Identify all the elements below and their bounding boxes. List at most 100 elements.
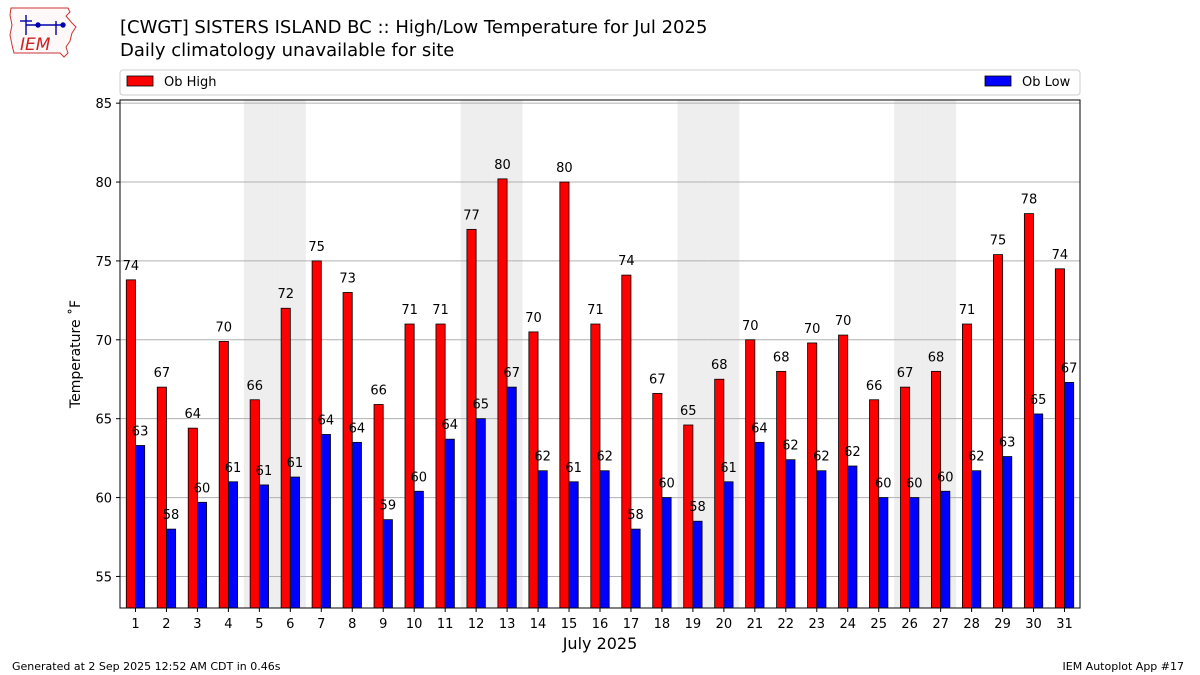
bar-low-16 xyxy=(599,470,610,609)
x-tick-label-3: 3 xyxy=(193,617,201,632)
x-tick-label-30: 30 xyxy=(1025,617,1042,632)
x-tick-label-11: 11 xyxy=(437,617,454,632)
data-label-high-9: 66 xyxy=(370,383,387,398)
bar-high-27 xyxy=(931,370,942,609)
data-label-high-1: 74 xyxy=(123,259,140,274)
data-label-low-22: 62 xyxy=(782,439,799,454)
data-label-high-18: 67 xyxy=(649,372,666,387)
bar-high-5 xyxy=(249,399,260,609)
data-label-low-9: 59 xyxy=(380,499,397,514)
bar-high-3 xyxy=(187,427,198,609)
bar-low-24 xyxy=(847,465,858,609)
bar-high-28 xyxy=(962,323,973,609)
data-label-high-24: 70 xyxy=(835,314,852,329)
bar-high-31 xyxy=(1054,268,1065,609)
bar-low-31 xyxy=(1064,381,1075,609)
data-label-low-7: 64 xyxy=(318,413,335,428)
bar-low-12 xyxy=(475,418,486,609)
data-label-low-1: 63 xyxy=(132,425,149,440)
x-tick-label-12: 12 xyxy=(468,617,485,632)
data-label-high-2: 67 xyxy=(154,366,171,381)
x-tick-label-25: 25 xyxy=(870,617,887,632)
data-label-low-20: 61 xyxy=(720,461,737,476)
x-tick-label-2: 2 xyxy=(162,617,170,632)
data-label-low-21: 64 xyxy=(751,421,768,436)
data-label-high-12: 77 xyxy=(463,208,480,223)
bar-low-27 xyxy=(940,490,951,609)
data-label-low-5: 61 xyxy=(256,464,273,479)
x-tick-label-24: 24 xyxy=(839,617,856,632)
data-label-low-17: 58 xyxy=(627,508,644,523)
y-tick-label-75: 75 xyxy=(95,255,112,270)
data-label-high-21: 70 xyxy=(742,319,759,334)
data-label-low-27: 60 xyxy=(937,470,954,485)
x-tick-label-27: 27 xyxy=(932,617,949,632)
x-tick-label-31: 31 xyxy=(1056,617,1073,632)
bar-high-11 xyxy=(435,323,446,609)
bar-high-13 xyxy=(497,178,508,609)
data-label-high-17: 74 xyxy=(618,254,635,269)
bar-low-5 xyxy=(258,484,269,609)
data-label-low-14: 62 xyxy=(534,450,551,465)
bar-low-26 xyxy=(909,497,920,609)
bar-low-6 xyxy=(289,476,300,609)
bar-low-15 xyxy=(568,481,579,609)
x-tick-label-21: 21 xyxy=(747,617,764,632)
data-label-low-11: 64 xyxy=(441,418,458,433)
bar-high-2 xyxy=(156,386,167,609)
weekend-bands xyxy=(243,100,957,608)
bar-high-23 xyxy=(807,342,818,609)
y-axis: 55 60 65 70 75 80 85 xyxy=(95,97,120,585)
legend-swatch-low xyxy=(984,75,1012,87)
legend: Ob High Ob Low xyxy=(119,69,1081,96)
data-label-high-23: 70 xyxy=(804,322,821,337)
bar-low-8 xyxy=(351,441,362,609)
data-label-low-28: 62 xyxy=(968,450,985,465)
chart-subtitle: Daily climatology unavailable for site xyxy=(120,40,455,61)
x-tick-label-1: 1 xyxy=(131,617,139,632)
footer-generated: Generated at 2 Sep 2025 12:52 AM CDT in … xyxy=(12,660,281,673)
bar-low-17 xyxy=(630,528,641,609)
x-tick-label-6: 6 xyxy=(286,617,294,632)
bar-high-26 xyxy=(900,386,911,609)
data-label-high-28: 71 xyxy=(959,303,976,318)
bar-low-13 xyxy=(506,386,517,609)
bar-high-29 xyxy=(992,254,1003,609)
bar-low-21 xyxy=(754,441,765,609)
bar-high-10 xyxy=(404,323,415,609)
bar-high-17 xyxy=(621,274,632,609)
data-label-low-3: 60 xyxy=(194,481,211,496)
bar-low-29 xyxy=(1002,456,1013,609)
bar-high-15 xyxy=(559,181,570,609)
data-label-high-10: 71 xyxy=(401,303,418,318)
data-label-high-19: 65 xyxy=(680,404,697,419)
data-label-high-22: 68 xyxy=(773,350,790,365)
x-tick-label-19: 19 xyxy=(685,617,702,632)
x-tick-label-15: 15 xyxy=(561,617,578,632)
chart-title: [CWGT] SISTERS ISLAND BC :: High/Low Tem… xyxy=(120,17,708,38)
bar-low-11 xyxy=(444,438,455,609)
x-tick-label-29: 29 xyxy=(994,617,1011,632)
bar-low-3 xyxy=(197,501,208,609)
data-label-high-16: 71 xyxy=(587,303,604,318)
logo-text: IEM xyxy=(20,35,51,55)
bar-low-20 xyxy=(723,481,734,609)
x-tick-label-13: 13 xyxy=(499,617,516,632)
data-label-high-3: 64 xyxy=(185,407,202,422)
y-tick-label-85: 85 xyxy=(95,97,112,112)
bar-low-7 xyxy=(320,434,331,609)
bar-high-30 xyxy=(1023,213,1034,609)
weather-station-icon xyxy=(20,15,66,35)
data-label-high-30: 78 xyxy=(1021,193,1038,208)
bar-low-18 xyxy=(661,497,672,609)
y-tick-label-80: 80 xyxy=(95,176,112,191)
y-tick-label-70: 70 xyxy=(95,334,112,349)
bar-high-25 xyxy=(869,399,880,609)
data-label-low-12: 65 xyxy=(472,398,489,413)
bar-high-20 xyxy=(714,378,725,609)
x-tick-label-4: 4 xyxy=(224,617,232,632)
x-tick-label-18: 18 xyxy=(654,617,671,632)
bar-low-23 xyxy=(816,470,827,609)
iem-logo: IEM xyxy=(8,5,82,63)
data-label-high-5: 66 xyxy=(246,379,263,394)
